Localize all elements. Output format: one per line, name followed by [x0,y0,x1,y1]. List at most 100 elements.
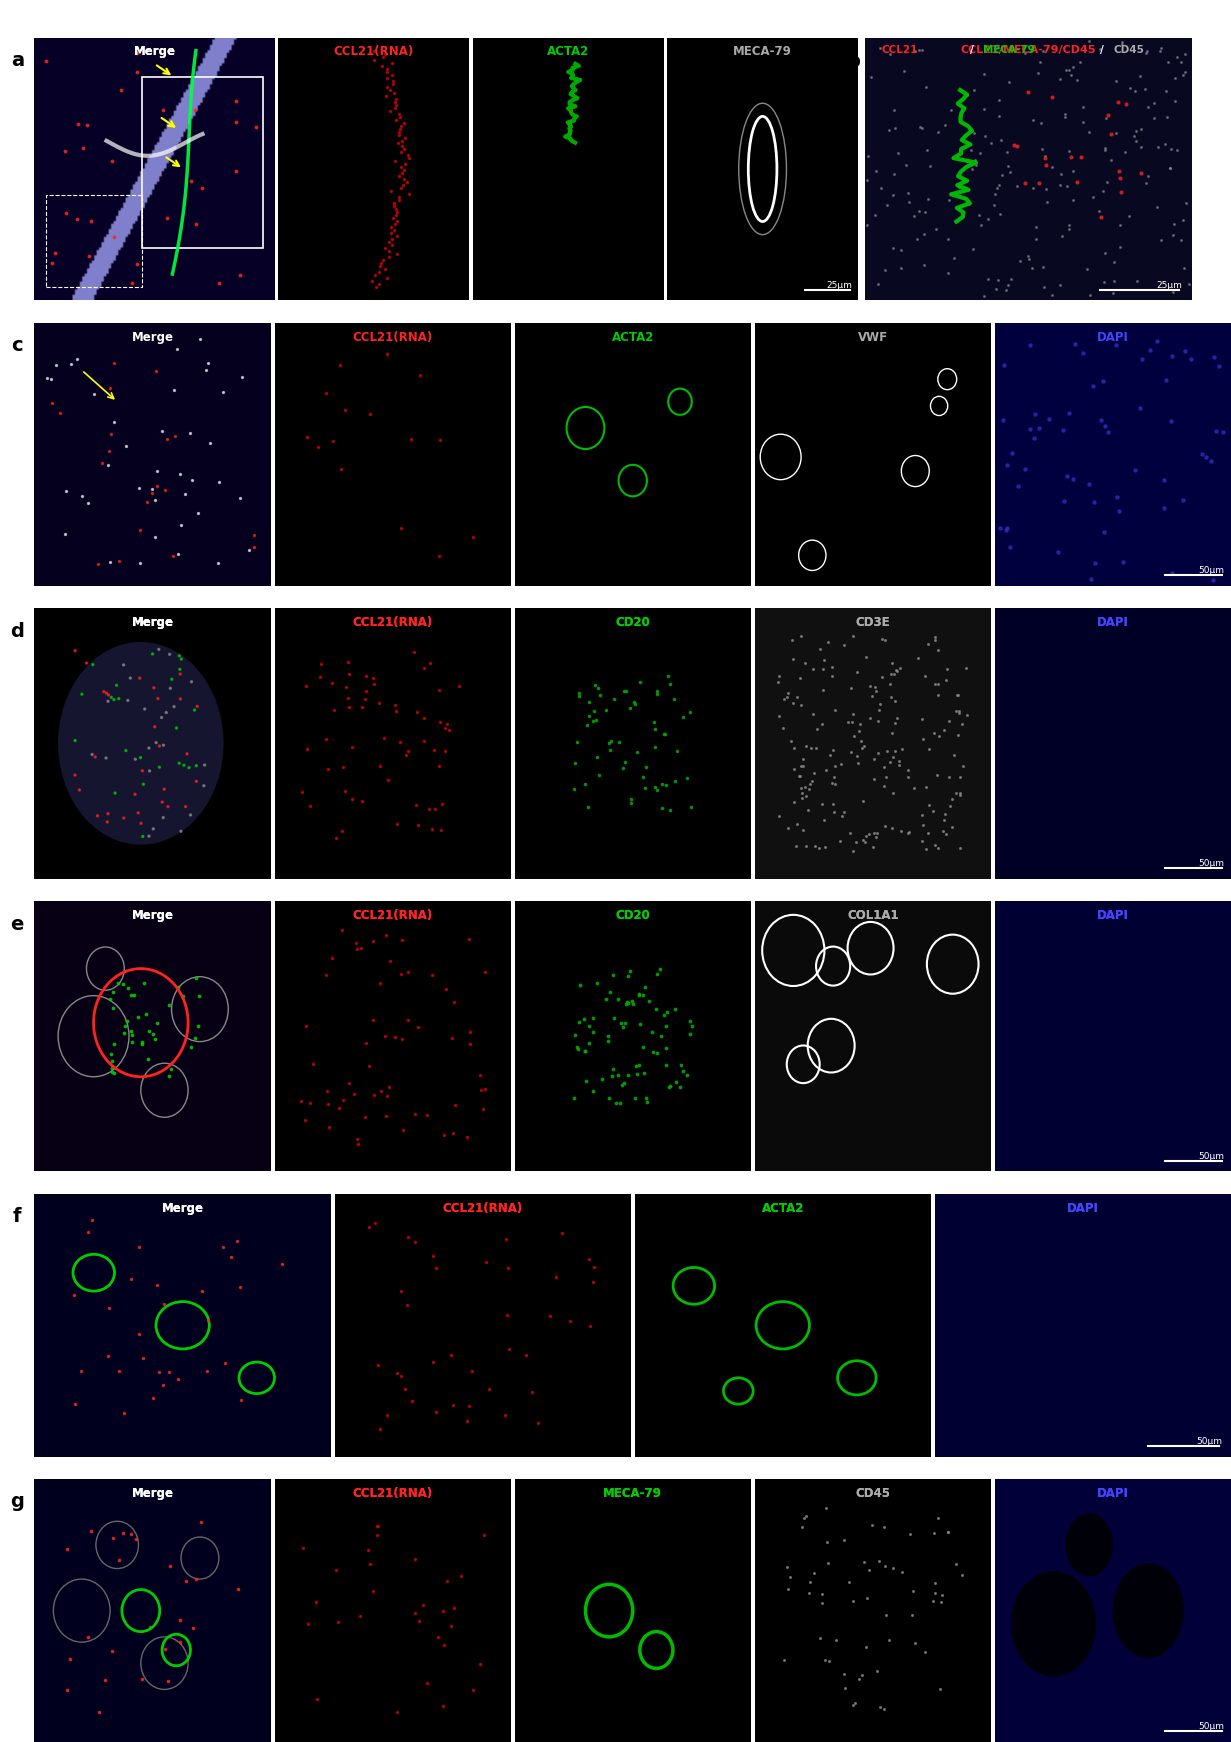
Point [114,1019,134,1047]
Point [405,1599,425,1627]
Point [463,1676,483,1704]
Point [929,1676,949,1704]
Point [295,1106,315,1134]
Point [1161,134,1181,162]
Point [127,40,146,68]
Point [848,749,868,777]
Point [815,1646,835,1674]
Point [894,57,913,85]
Point [435,714,454,742]
Point [1096,134,1115,162]
Point [1108,87,1128,115]
Point [660,1071,680,1099]
Point [394,136,414,164]
Point [139,733,159,761]
Point [625,1084,645,1111]
Text: CD20: CD20 [616,617,650,629]
Point [1032,134,1051,162]
Point [1117,91,1136,118]
Point [629,1050,649,1078]
Point [900,1519,920,1547]
Point [361,1550,380,1578]
Point [475,958,495,986]
Point [891,817,911,845]
Point [798,796,817,824]
Point [974,61,993,89]
Point [1050,171,1070,199]
Point [174,751,193,779]
Point [1167,136,1187,164]
Point [383,204,403,232]
Text: ACTA2: ACTA2 [762,1202,804,1214]
Point [443,1390,463,1418]
Point [1161,155,1181,183]
Point [337,648,357,676]
Point [928,681,948,709]
Point [422,815,442,843]
Point [883,233,902,261]
Point [377,82,396,110]
Point [391,153,411,181]
Point [245,521,265,549]
Point [803,768,822,796]
Point [864,819,884,847]
Point [1001,265,1020,293]
Point [102,1057,122,1085]
Point [1133,345,1152,373]
Point [375,235,395,263]
Point [880,747,900,775]
Point [657,998,677,1026]
Point [1073,94,1093,122]
Point [230,261,250,289]
Point [1110,233,1130,261]
Point [1093,178,1113,206]
Point [100,986,119,1014]
Point [988,267,1008,294]
Point [599,728,619,756]
Text: 25μm: 25μm [1156,280,1182,289]
Point [326,1556,346,1583]
Point [812,789,832,817]
Point [186,753,206,780]
Point [143,476,162,503]
Point [868,739,888,766]
Point [401,425,421,453]
Point [645,733,665,761]
Point [575,770,595,798]
Point [417,1101,437,1129]
Point [122,268,142,296]
Point [1119,202,1139,230]
Text: /: / [970,45,974,56]
Point [81,1517,101,1545]
Point [126,1524,145,1552]
Point [857,643,876,671]
Point [777,683,796,711]
Point [153,787,172,815]
Point [139,822,159,850]
Point [437,709,457,737]
Text: DAPI: DAPI [1097,1488,1129,1500]
Point [838,1568,858,1596]
Point [857,822,876,850]
Point [917,136,937,164]
Point [920,735,939,763]
Point [320,1113,340,1141]
Point [347,1125,367,1153]
Point [846,827,865,855]
Point [474,1521,494,1549]
Point [616,747,635,775]
Point [391,127,411,155]
Point [630,669,650,697]
Point [1035,152,1055,179]
Text: DAPI: DAPI [1097,617,1129,629]
Point [1110,211,1130,239]
Point [875,1601,895,1629]
Point [673,1057,693,1085]
Point [603,1056,623,1084]
Point [991,125,1011,153]
Point [1057,172,1077,200]
Point [146,728,166,756]
Point [214,1348,234,1376]
Point [396,740,416,768]
Point [332,817,352,845]
